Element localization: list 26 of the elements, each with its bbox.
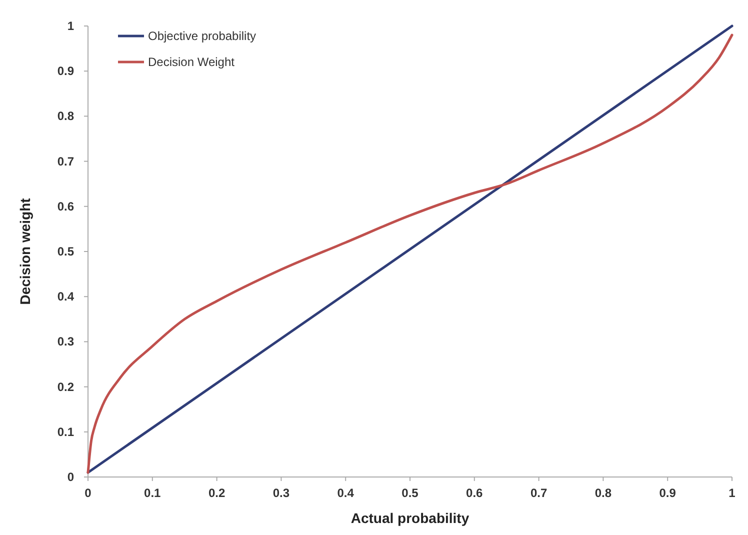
- y-tick-label: 0.6: [57, 199, 74, 214]
- legend-label: Objective probability: [148, 29, 256, 43]
- y-tick-label: 0.9: [57, 64, 74, 78]
- x-tick-label: 0.4: [337, 486, 354, 500]
- y-tick-label: 0.3: [57, 334, 74, 349]
- x-axis-title: Actual probability: [350, 510, 470, 526]
- x-tick-label: 0.5: [402, 486, 419, 500]
- x-tick-label: 0.7: [530, 486, 548, 500]
- x-tick-label: 0.2: [208, 486, 226, 500]
- y-tick-label: 0.2: [57, 380, 74, 394]
- x-tick-label: 1: [728, 486, 736, 500]
- y-tick-label: 0.4: [57, 290, 74, 304]
- x-tick-label: 0: [84, 486, 92, 500]
- x-tick-label: 0.8: [594, 486, 612, 500]
- y-tick-label: 0.5: [57, 244, 74, 258]
- x-tick-label: 0.3: [272, 486, 290, 500]
- x-tick-label: 0.9: [659, 486, 676, 500]
- y-tick-label: 0: [67, 470, 74, 484]
- x-tick-label: 0.6: [466, 486, 484, 500]
- y-tick-label: 0.7: [57, 154, 74, 168]
- y-axis-title: Decision weight: [17, 198, 33, 305]
- x-tick-label: 0.1: [144, 486, 162, 500]
- y-tick-label: 0.8: [57, 109, 74, 124]
- legend-label: Decision Weight: [148, 55, 236, 69]
- y-tick-label: 0.1: [57, 424, 74, 439]
- y-tick-label: 1: [67, 19, 74, 33]
